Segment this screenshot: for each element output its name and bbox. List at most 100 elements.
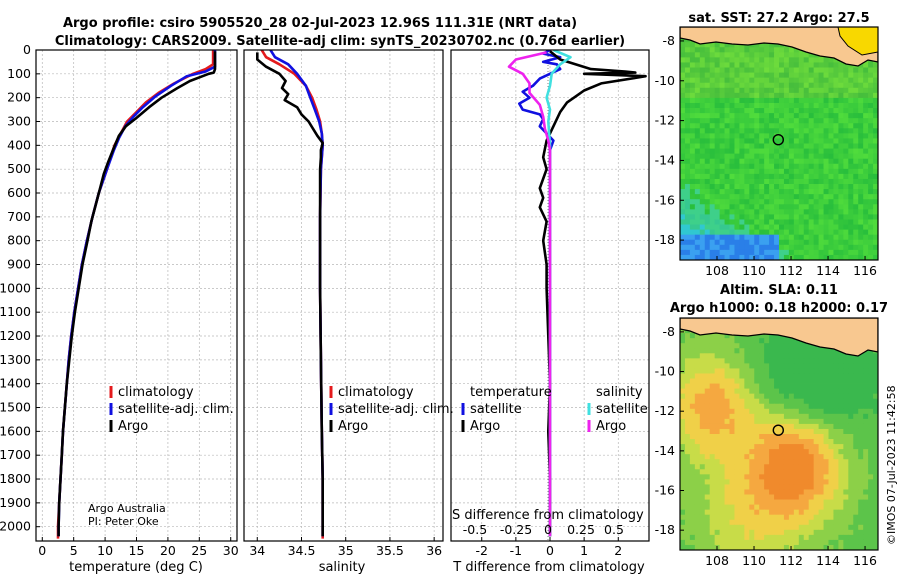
map-cell xyxy=(833,459,839,465)
map-cell xyxy=(848,388,854,395)
map-cell xyxy=(699,353,706,359)
map-cell xyxy=(754,388,760,395)
map-cell xyxy=(868,97,874,104)
map-cell xyxy=(719,388,725,395)
map-cell xyxy=(793,489,800,495)
map-cell xyxy=(694,539,701,546)
map-cell xyxy=(828,254,834,260)
map-cell xyxy=(734,484,740,490)
map-cell xyxy=(709,388,716,395)
map-cell xyxy=(684,204,691,210)
sla-map-panel: Altim. SLA: 0.11 Argo h1000: 0.18 h2000:… xyxy=(655,283,889,568)
map-cell xyxy=(694,184,701,190)
map-cell xyxy=(729,373,735,379)
map-cell xyxy=(783,87,790,94)
map-cell xyxy=(823,67,829,73)
map-cell xyxy=(798,449,805,455)
map-cell xyxy=(709,92,716,99)
map-cell xyxy=(744,368,750,374)
map-cell xyxy=(858,133,864,139)
map-cell xyxy=(699,254,706,260)
map-cell xyxy=(684,489,691,495)
map-cell xyxy=(783,47,790,53)
map-cell xyxy=(744,158,750,165)
map-cell xyxy=(764,539,770,546)
map-cell xyxy=(843,168,849,175)
map-cell xyxy=(724,338,730,344)
map-cell xyxy=(680,254,686,260)
map-cell xyxy=(823,244,829,251)
sla-map-title-line1: Altim. SLA: 0.11 xyxy=(720,283,838,298)
temperature-xlabel: temperature (deg C) xyxy=(69,560,203,575)
map-cell xyxy=(759,509,765,516)
map-cell xyxy=(779,469,785,475)
map-cell xyxy=(680,353,686,359)
map-cell xyxy=(863,128,869,134)
map-cell xyxy=(759,449,765,455)
map-cell xyxy=(783,423,790,430)
map-cell xyxy=(818,398,824,405)
map-cell xyxy=(828,348,834,354)
map-cell xyxy=(858,514,864,521)
map-cell xyxy=(813,368,819,374)
map-cell xyxy=(779,158,785,165)
map-cell xyxy=(858,434,864,440)
map-cell xyxy=(769,52,775,58)
map-cell xyxy=(838,413,844,420)
map-cell xyxy=(873,494,878,500)
map-cell xyxy=(704,153,711,160)
map-cell xyxy=(813,87,819,94)
map-cell xyxy=(689,534,696,541)
map-cell xyxy=(689,214,696,220)
map-cell xyxy=(843,514,849,521)
map-cell xyxy=(749,113,755,119)
map-cell xyxy=(759,444,765,450)
map-cell xyxy=(868,353,874,359)
map-cell xyxy=(684,224,691,231)
map-cell xyxy=(684,519,691,526)
map-cell xyxy=(684,209,691,215)
map-cell xyxy=(853,484,859,490)
map-cell xyxy=(818,194,824,200)
map-cell xyxy=(788,418,795,425)
map-cell xyxy=(694,529,701,536)
map-cell xyxy=(863,408,869,415)
map-cell xyxy=(699,184,706,190)
map-cell xyxy=(714,408,720,415)
x-tick-label: -2 xyxy=(475,543,487,558)
map-cell xyxy=(788,209,795,215)
map-cell xyxy=(729,544,735,550)
map-cell xyxy=(774,42,780,48)
map-cell xyxy=(699,143,706,149)
map-cell xyxy=(749,439,755,445)
map-cell xyxy=(724,143,730,149)
map-cell xyxy=(734,214,740,220)
map-cell xyxy=(769,348,775,354)
map-cell xyxy=(818,209,824,215)
map-cell xyxy=(818,464,824,470)
map-cell xyxy=(868,173,874,180)
map-cell xyxy=(813,123,819,129)
map-cell xyxy=(764,173,770,180)
map-cell xyxy=(734,204,740,210)
s-tick-label: 0 xyxy=(544,522,552,537)
map-cell xyxy=(858,428,864,435)
map-cell xyxy=(858,244,864,251)
map-cell xyxy=(863,178,869,185)
y-tick-label: 600 xyxy=(7,185,31,200)
map-cell xyxy=(848,398,854,405)
map-cell xyxy=(724,102,730,109)
map-cell xyxy=(724,368,730,374)
map-cell xyxy=(774,173,780,180)
map-cell xyxy=(783,168,790,175)
map-cell xyxy=(774,57,780,63)
map-cell xyxy=(734,529,740,536)
map-cell xyxy=(680,234,686,241)
map-cell xyxy=(719,504,725,511)
map-cell xyxy=(694,439,701,445)
map-cell xyxy=(843,469,849,475)
map-cell xyxy=(793,449,800,455)
map-cell xyxy=(873,138,878,144)
map-cell xyxy=(764,204,770,210)
map-cell xyxy=(798,219,805,225)
